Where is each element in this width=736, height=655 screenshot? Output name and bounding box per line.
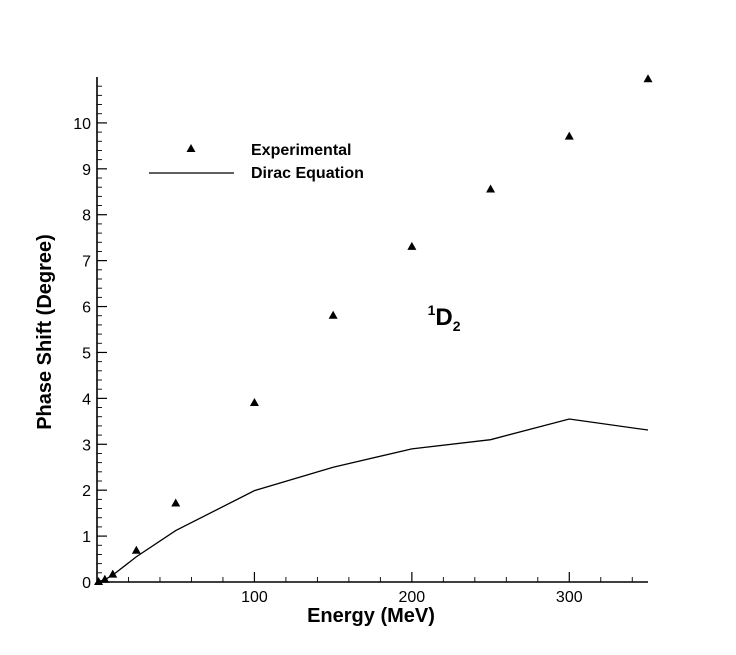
x-tick-label: 200 bbox=[399, 589, 426, 606]
series-layer bbox=[96, 418, 649, 583]
axes bbox=[96, 77, 648, 583]
experimental-point bbox=[486, 184, 496, 193]
x-tick-label: 100 bbox=[241, 589, 268, 606]
experimental-point bbox=[564, 131, 574, 140]
markers-layer bbox=[94, 74, 653, 585]
experimental-point bbox=[131, 545, 141, 554]
legend-label-dirac: Dirac Equation bbox=[251, 165, 364, 182]
experimental-point bbox=[100, 574, 110, 583]
y-tick-label: 8 bbox=[82, 208, 91, 225]
y-tick-label: 9 bbox=[82, 162, 91, 179]
annotation-superscript: 1 bbox=[428, 302, 436, 318]
y-tick-label: 4 bbox=[82, 391, 91, 408]
y-tick-label: 3 bbox=[82, 437, 91, 454]
experimental-point bbox=[407, 241, 417, 250]
y-tick-label: 2 bbox=[82, 483, 91, 500]
x-tick-label: 300 bbox=[556, 589, 583, 606]
x-ticks: 100 200 300 bbox=[128, 572, 633, 606]
y-tick-label: 6 bbox=[82, 300, 91, 317]
annotation-subscript: 2 bbox=[453, 318, 461, 334]
experimental-point bbox=[171, 498, 181, 507]
dirac-equation-line bbox=[96, 418, 649, 583]
experimental-point bbox=[249, 397, 259, 406]
y-tick-label: 0 bbox=[82, 575, 91, 592]
experimental-point bbox=[94, 577, 104, 585]
y-tick-label: 5 bbox=[82, 345, 91, 362]
y-tick-label: 10 bbox=[73, 116, 91, 133]
legend-label-experimental: Experimental bbox=[251, 142, 351, 159]
experimental-point bbox=[643, 74, 653, 83]
experimental-point bbox=[108, 569, 118, 578]
legend-marker-experimental bbox=[186, 144, 196, 152]
y-tick-label: 1 bbox=[82, 529, 91, 546]
y-tick-label: 7 bbox=[82, 254, 91, 271]
legend: Experimental Dirac Equation bbox=[149, 142, 364, 182]
x-axis-title: Energy (MeV) bbox=[307, 605, 435, 627]
state-annotation: 1D2 bbox=[428, 302, 461, 334]
annotation-main: D bbox=[435, 304, 452, 331]
experimental-point bbox=[328, 310, 338, 319]
y-axis-title: Phase Shift (Degree) bbox=[34, 234, 56, 430]
y-ticks: 0 1 2 3 4 5 6 7 8 9 10 bbox=[73, 85, 107, 592]
